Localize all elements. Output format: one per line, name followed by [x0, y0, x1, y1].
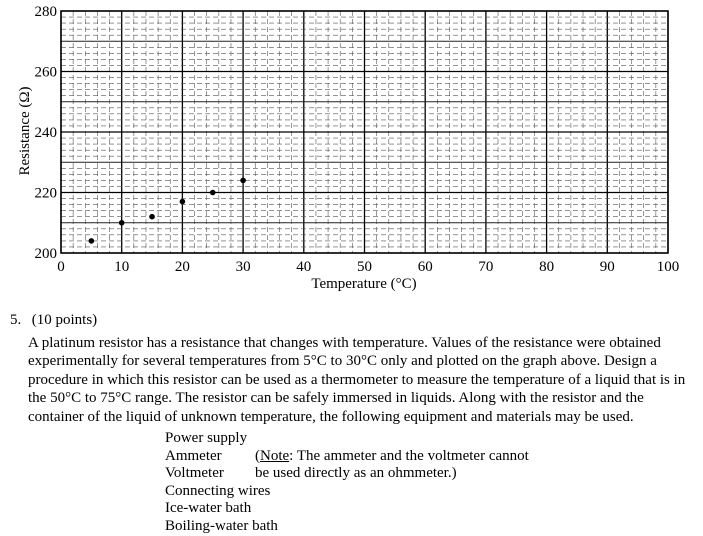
- data-point: [88, 238, 95, 244]
- data-point: [118, 219, 125, 226]
- chart-grid: [60, 10, 669, 254]
- equipment-item: Power supply: [165, 430, 529, 448]
- y-axis-label: Resistance (Ω): [17, 86, 33, 175]
- question-header: 5. (10 points): [10, 311, 97, 329]
- x-axis-ticks: 0 10 20 30 40 50 60 70 80 90 100: [57, 259, 679, 275]
- x-tick-label: 20: [175, 259, 190, 275]
- x-tick-label: 0: [57, 259, 65, 275]
- note-text-continued: be used directly as an ohmmeter.): [255, 465, 457, 481]
- resistance-temperature-chart: 200 220 240 260 280 0 10 20 30 40 50 60 70 80 90 100 T…: [17, 4, 679, 292]
- y-tick-label: 260: [35, 65, 58, 81]
- equipment-item: Boiling-water bath: [165, 518, 529, 536]
- note-open-paren: (: [255, 447, 260, 464]
- equipment-boiling-bath: Boiling-water bath: [165, 517, 278, 534]
- x-tick-label: 10: [114, 259, 129, 275]
- x-tick-label: 100: [657, 259, 680, 275]
- data-point: [179, 198, 186, 205]
- x-tick-label: 90: [600, 259, 615, 275]
- note-text: : The ammeter and the voltmeter cannot: [289, 447, 529, 464]
- equipment-item: Ice-water bath: [165, 500, 529, 518]
- equipment-voltmeter: Voltmeter: [165, 465, 224, 481]
- equipment-note: (Note: The ammeter and the voltmeter can…: [255, 448, 529, 466]
- note-label: Note: [260, 447, 290, 464]
- question-number: 5.: [10, 312, 22, 328]
- equipment-list: Power supply Ammeter (Note: The ammeter …: [165, 430, 529, 535]
- x-tick-label: 80: [539, 259, 554, 275]
- equipment-ice-bath: Ice-water bath: [165, 500, 252, 516]
- data-point: [209, 189, 216, 196]
- equipment-wires: Connecting wires: [165, 482, 271, 499]
- question-points: (10 points): [31, 312, 98, 328]
- x-tick-label: 50: [357, 259, 372, 275]
- x-tick-label: 60: [418, 259, 433, 275]
- equipment-item: Voltmeter be used directly as an ohmmete…: [165, 465, 529, 483]
- y-tick-label: 280: [35, 4, 58, 20]
- equipment-power-supply: Power supply: [165, 430, 248, 446]
- equipment-item: Ammeter (Note: The ammeter and the voltm…: [165, 448, 529, 466]
- y-axis-ticks: 200 220 240 260 280: [35, 4, 58, 262]
- y-tick-label: 240: [35, 125, 58, 141]
- x-tick-label: 70: [478, 259, 493, 275]
- x-tick-label: 30: [236, 259, 251, 275]
- y-tick-label: 220: [35, 186, 58, 202]
- data-points: [88, 177, 246, 244]
- x-axis-label: Temperature (°C): [311, 276, 416, 292]
- equipment-ammeter: Ammeter: [165, 447, 222, 464]
- x-tick-label: 40: [296, 259, 311, 275]
- question-text: A platinum resistor has a resistance tha…: [28, 335, 686, 425]
- equipment-item: Connecting wires: [165, 483, 529, 501]
- y-tick-label: 200: [35, 246, 58, 262]
- plot-frame: [60, 10, 669, 254]
- data-point: [240, 177, 246, 184]
- data-point: [149, 213, 155, 220]
